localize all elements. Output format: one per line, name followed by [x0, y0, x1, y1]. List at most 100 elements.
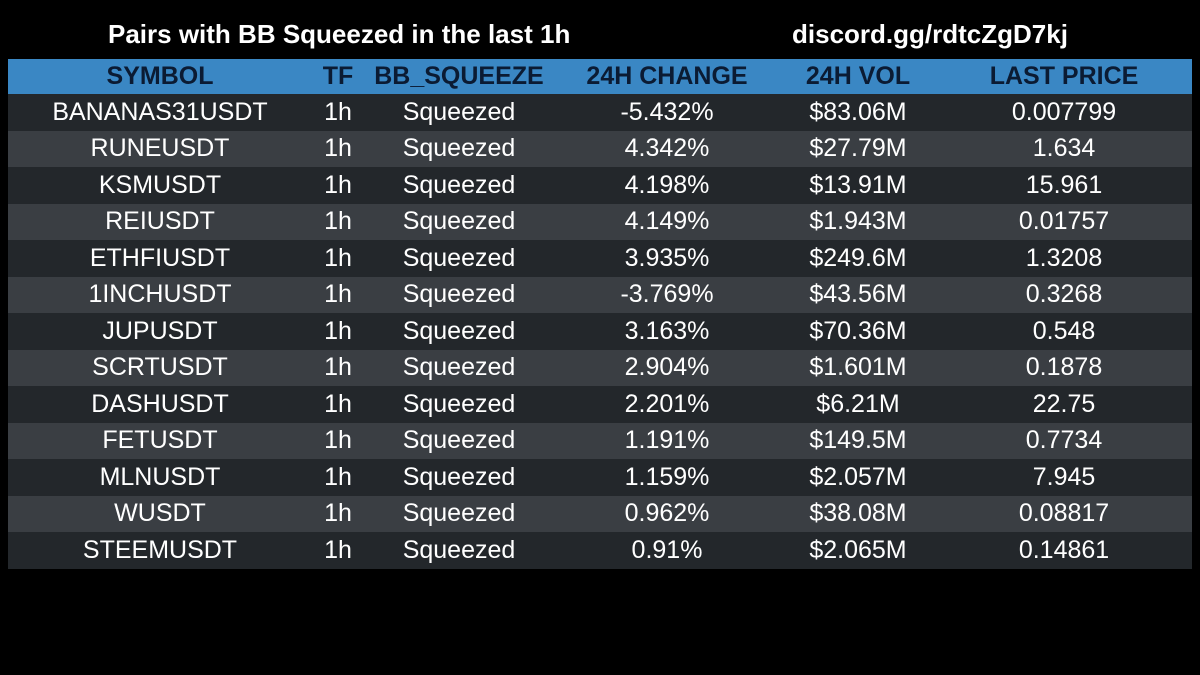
cell-24h-vol: $13.91M — [780, 167, 936, 204]
cell-last-price: 15.961 — [936, 167, 1192, 204]
cell-bb-squeeze: Squeezed — [364, 495, 554, 532]
cell-symbol: RUNEUSDT — [8, 130, 312, 167]
page-title: Pairs with BB Squeezed in the last 1h — [108, 19, 571, 49]
cell-24h-change: 4.149% — [554, 203, 780, 240]
cell-24h-vol: $70.36M — [780, 313, 936, 350]
cell-bb-squeeze: Squeezed — [364, 130, 554, 167]
cell-bb-squeeze: Squeezed — [364, 532, 554, 569]
cell-last-price: 7.945 — [936, 459, 1192, 496]
cell-symbol: JUPUSDT — [8, 313, 312, 350]
discord-link-text: discord.gg/rdtcZgD7kj — [792, 19, 1068, 49]
cell-symbol: 1INCHUSDT — [8, 276, 312, 313]
cell-last-price: 0.548 — [936, 313, 1192, 350]
table-row: 1INCHUSDT 1h Squeezed -3.769% $43.56M 0.3268 — [8, 276, 1192, 313]
column-header-24h-vol: 24H VOL — [780, 59, 936, 94]
column-header-tf: TF — [312, 59, 364, 94]
cell-last-price: 0.3268 — [936, 276, 1192, 313]
cell-last-price: 0.08817 — [936, 495, 1192, 532]
cell-tf: 1h — [312, 276, 364, 313]
cell-24h-vol: $1.601M — [780, 349, 936, 386]
cell-24h-vol: $38.08M — [780, 495, 936, 532]
cell-tf: 1h — [312, 422, 364, 459]
column-header-24h-change: 24H CHANGE — [554, 59, 780, 94]
cell-24h-vol: $249.6M — [780, 240, 936, 277]
table-header-row: SYMBOL TF BB_SQUEEZE 24H CHANGE 24H VOL … — [8, 59, 1192, 94]
cell-symbol: BANANAS31USDT — [8, 94, 312, 131]
cell-tf: 1h — [312, 203, 364, 240]
cell-24h-vol: $43.56M — [780, 276, 936, 313]
cell-symbol: STEEMUSDT — [8, 532, 312, 569]
cell-bb-squeeze: Squeezed — [364, 276, 554, 313]
cell-tf: 1h — [312, 349, 364, 386]
table-row: JUPUSDT 1h Squeezed 3.163% $70.36M 0.548 — [8, 313, 1192, 350]
cell-symbol: SCRTUSDT — [8, 349, 312, 386]
table-row: SCRTUSDT 1h Squeezed 2.904% $1.601M 0.1878 — [8, 349, 1192, 386]
cell-24h-change: 3.935% — [554, 240, 780, 277]
column-header-symbol: SYMBOL — [8, 59, 312, 94]
cell-last-price: 0.14861 — [936, 532, 1192, 569]
cell-24h-change: 0.91% — [554, 532, 780, 569]
cell-tf: 1h — [312, 167, 364, 204]
cell-24h-vol: $6.21M — [780, 386, 936, 423]
cell-24h-change: 2.201% — [554, 386, 780, 423]
cell-symbol: MLNUSDT — [8, 459, 312, 496]
cell-24h-change: 0.962% — [554, 495, 780, 532]
cell-24h-change: -5.432% — [554, 94, 780, 131]
cell-24h-vol: $27.79M — [780, 130, 936, 167]
cell-24h-change: 1.159% — [554, 459, 780, 496]
cell-tf: 1h — [312, 130, 364, 167]
table-row: MLNUSDT 1h Squeezed 1.159% $2.057M 7.945 — [8, 459, 1192, 496]
cell-last-price: 22.75 — [936, 386, 1192, 423]
cell-24h-change: 2.904% — [554, 349, 780, 386]
cell-tf: 1h — [312, 532, 364, 569]
table-row: FETUSDT 1h Squeezed 1.191% $149.5M 0.7734 — [8, 422, 1192, 459]
cell-last-price: 0.7734 — [936, 422, 1192, 459]
cell-symbol: DASHUSDT — [8, 386, 312, 423]
cell-symbol: REIUSDT — [8, 203, 312, 240]
squeeze-table: SYMBOL TF BB_SQUEEZE 24H CHANGE 24H VOL … — [8, 59, 1192, 569]
cell-24h-change: 4.198% — [554, 167, 780, 204]
cell-bb-squeeze: Squeezed — [364, 422, 554, 459]
cell-last-price: 1.634 — [936, 130, 1192, 167]
cell-bb-squeeze: Squeezed — [364, 349, 554, 386]
cell-24h-change: 1.191% — [554, 422, 780, 459]
cell-symbol: KSMUSDT — [8, 167, 312, 204]
table-row: KSMUSDT 1h Squeezed 4.198% $13.91M 15.961 — [8, 167, 1192, 204]
cell-bb-squeeze: Squeezed — [364, 167, 554, 204]
table-row: ETHFIUSDT 1h Squeezed 3.935% $249.6M 1.3208 — [8, 240, 1192, 277]
cell-symbol: FETUSDT — [8, 422, 312, 459]
cell-symbol: ETHFIUSDT — [8, 240, 312, 277]
cell-24h-vol: $2.057M — [780, 459, 936, 496]
table-row: WUSDT 1h Squeezed 0.962% $38.08M 0.08817 — [8, 495, 1192, 532]
cell-24h-vol: $149.5M — [780, 422, 936, 459]
cell-last-price: 0.01757 — [936, 203, 1192, 240]
cell-tf: 1h — [312, 94, 364, 131]
cell-24h-vol: $83.06M — [780, 94, 936, 131]
table-row: RUNEUSDT 1h Squeezed 4.342% $27.79M 1.634 — [8, 130, 1192, 167]
column-header-bb-squeeze: BB_SQUEEZE — [364, 59, 554, 94]
cell-bb-squeeze: Squeezed — [364, 459, 554, 496]
cell-24h-vol: $1.943M — [780, 203, 936, 240]
cell-tf: 1h — [312, 313, 364, 350]
cell-bb-squeeze: Squeezed — [364, 203, 554, 240]
cell-24h-change: -3.769% — [554, 276, 780, 313]
table-row: REIUSDT 1h Squeezed 4.149% $1.943M 0.01757 — [8, 203, 1192, 240]
cell-bb-squeeze: Squeezed — [364, 386, 554, 423]
cell-tf: 1h — [312, 386, 364, 423]
cell-bb-squeeze: Squeezed — [364, 94, 554, 131]
cell-24h-vol: $2.065M — [780, 532, 936, 569]
cell-symbol: WUSDT — [8, 495, 312, 532]
cell-tf: 1h — [312, 240, 364, 277]
cell-24h-change: 4.342% — [554, 130, 780, 167]
cell-24h-change: 3.163% — [554, 313, 780, 350]
cell-tf: 1h — [312, 459, 364, 496]
cell-tf: 1h — [312, 495, 364, 532]
table-row: DASHUSDT 1h Squeezed 2.201% $6.21M 22.75 — [8, 386, 1192, 423]
table-row: STEEMUSDT 1h Squeezed 0.91% $2.065M 0.14861 — [8, 532, 1192, 569]
page-header: Pairs with BB Squeezed in the last 1h di… — [0, 14, 1200, 54]
cell-last-price: 0.007799 — [936, 94, 1192, 131]
table-row: BANANAS31USDT 1h Squeezed -5.432% $83.06M 0.0… — [8, 94, 1192, 131]
cell-bb-squeeze: Squeezed — [364, 240, 554, 277]
cell-bb-squeeze: Squeezed — [364, 313, 554, 350]
column-header-last-price: LAST PRICE — [936, 59, 1192, 94]
